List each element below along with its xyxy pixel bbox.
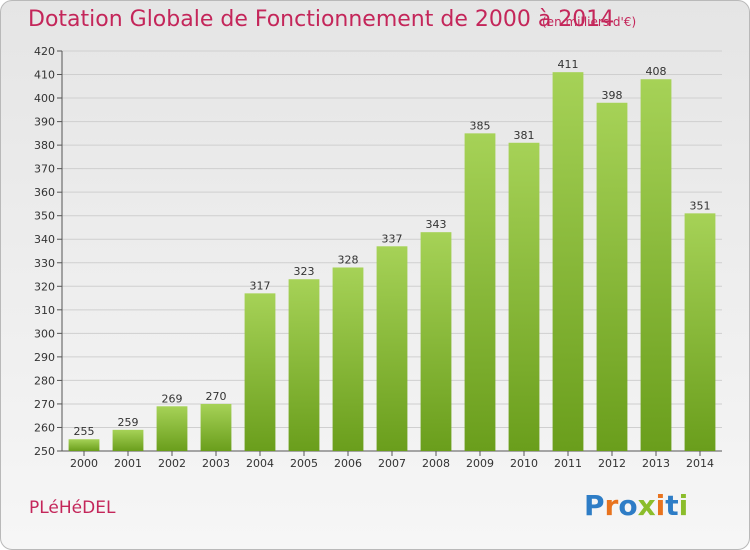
y-tick-label: 280	[34, 374, 55, 387]
y-tick-label: 350	[34, 210, 55, 223]
y-tick-label: 310	[34, 304, 55, 317]
chart-title: Dotation Globale de Fonctionnement de 20…	[28, 7, 615, 32]
x-tick-label-2004: 2004	[246, 457, 274, 470]
x-tick-label-2009: 2009	[466, 457, 494, 470]
x-tick-label-2012: 2012	[598, 457, 626, 470]
y-tick-label: 420	[34, 45, 55, 58]
value-label-2000: 255	[74, 425, 95, 438]
y-tick-label: 360	[34, 186, 55, 199]
value-label-2009: 385	[470, 119, 491, 132]
x-tick-label-2002: 2002	[158, 457, 186, 470]
x-tick-label-2008: 2008	[422, 457, 450, 470]
value-label-2008: 343	[426, 218, 447, 231]
bar-2008	[420, 232, 452, 451]
y-tick-label: 250	[34, 445, 55, 458]
value-label-2011: 411	[558, 58, 579, 71]
bars	[68, 72, 716, 452]
logo-letter: r	[604, 489, 619, 522]
x-tick-label-2000: 2000	[70, 457, 98, 470]
y-tick-label: 320	[34, 280, 55, 293]
y-tick-label: 390	[34, 116, 55, 129]
logo-letter: P	[584, 489, 605, 522]
x-tick-label-2006: 2006	[334, 457, 362, 470]
x-tick-label-2001: 2001	[114, 457, 142, 470]
value-label-2002: 269	[162, 392, 183, 405]
value-label-2007: 337	[382, 232, 403, 245]
y-tick-label: 370	[34, 163, 55, 176]
value-label-2012: 398	[602, 89, 623, 102]
commune-name: PLéHéDEL	[29, 498, 116, 518]
value-label-2001: 259	[118, 416, 139, 429]
x-tick-label-2013: 2013	[642, 457, 670, 470]
value-label-2005: 323	[294, 265, 315, 278]
value-label-2014: 351	[690, 199, 711, 212]
x-tick-label-2007: 2007	[378, 457, 406, 470]
value-labels: 255 259 269 270 317 323 328 337 343 385 381 411 398 4…	[74, 58, 711, 438]
x-tick-label-2011: 2011	[554, 457, 582, 470]
bar-2006	[332, 267, 364, 451]
value-label-2010: 381	[514, 129, 535, 142]
y-tick-label: 330	[34, 257, 55, 270]
bar-2003	[200, 403, 232, 451]
proxiti-logo[interactable]: Proxiti	[584, 489, 688, 522]
x-tick-label-2005: 2005	[290, 457, 318, 470]
bar-2000	[68, 439, 100, 451]
x-tick-label-2014: 2014	[686, 457, 714, 470]
bar-2005	[288, 279, 320, 451]
x-tick-label-2003: 2003	[202, 457, 230, 470]
value-label-2006: 328	[338, 253, 359, 266]
bar-2004	[244, 293, 276, 451]
value-label-2003: 270	[206, 390, 227, 403]
bar-2012	[596, 102, 628, 451]
y-tick-label: 260	[34, 421, 55, 434]
y-tick-label: 340	[34, 233, 55, 246]
logo-letter: o	[618, 489, 638, 522]
bar-2010	[508, 142, 540, 451]
bar-2011	[552, 72, 584, 452]
y-tick-label: 270	[34, 398, 55, 411]
logo-letter: t	[665, 489, 679, 522]
bar-2013	[640, 79, 672, 451]
bar-2001	[112, 429, 144, 451]
bar-2002	[156, 406, 188, 451]
bar-2007	[376, 246, 408, 451]
y-tick-label: 300	[34, 327, 55, 340]
y-tick-label: 410	[34, 69, 55, 82]
y-tick-label: 290	[34, 351, 55, 364]
y-tick-label: 380	[34, 139, 55, 152]
chart-subtitle: (en milliers d'€)	[542, 15, 637, 29]
logo-letter: i	[655, 489, 666, 522]
bar-2009	[464, 133, 496, 451]
logo-letter: x	[637, 489, 656, 522]
logo-letter: i	[678, 489, 689, 522]
x-tick-label-2010: 2010	[510, 457, 538, 470]
value-label-2013: 408	[646, 65, 667, 78]
value-label-2004: 317	[250, 279, 271, 292]
y-tick-label: 400	[34, 92, 55, 105]
bar-2014	[684, 213, 716, 451]
